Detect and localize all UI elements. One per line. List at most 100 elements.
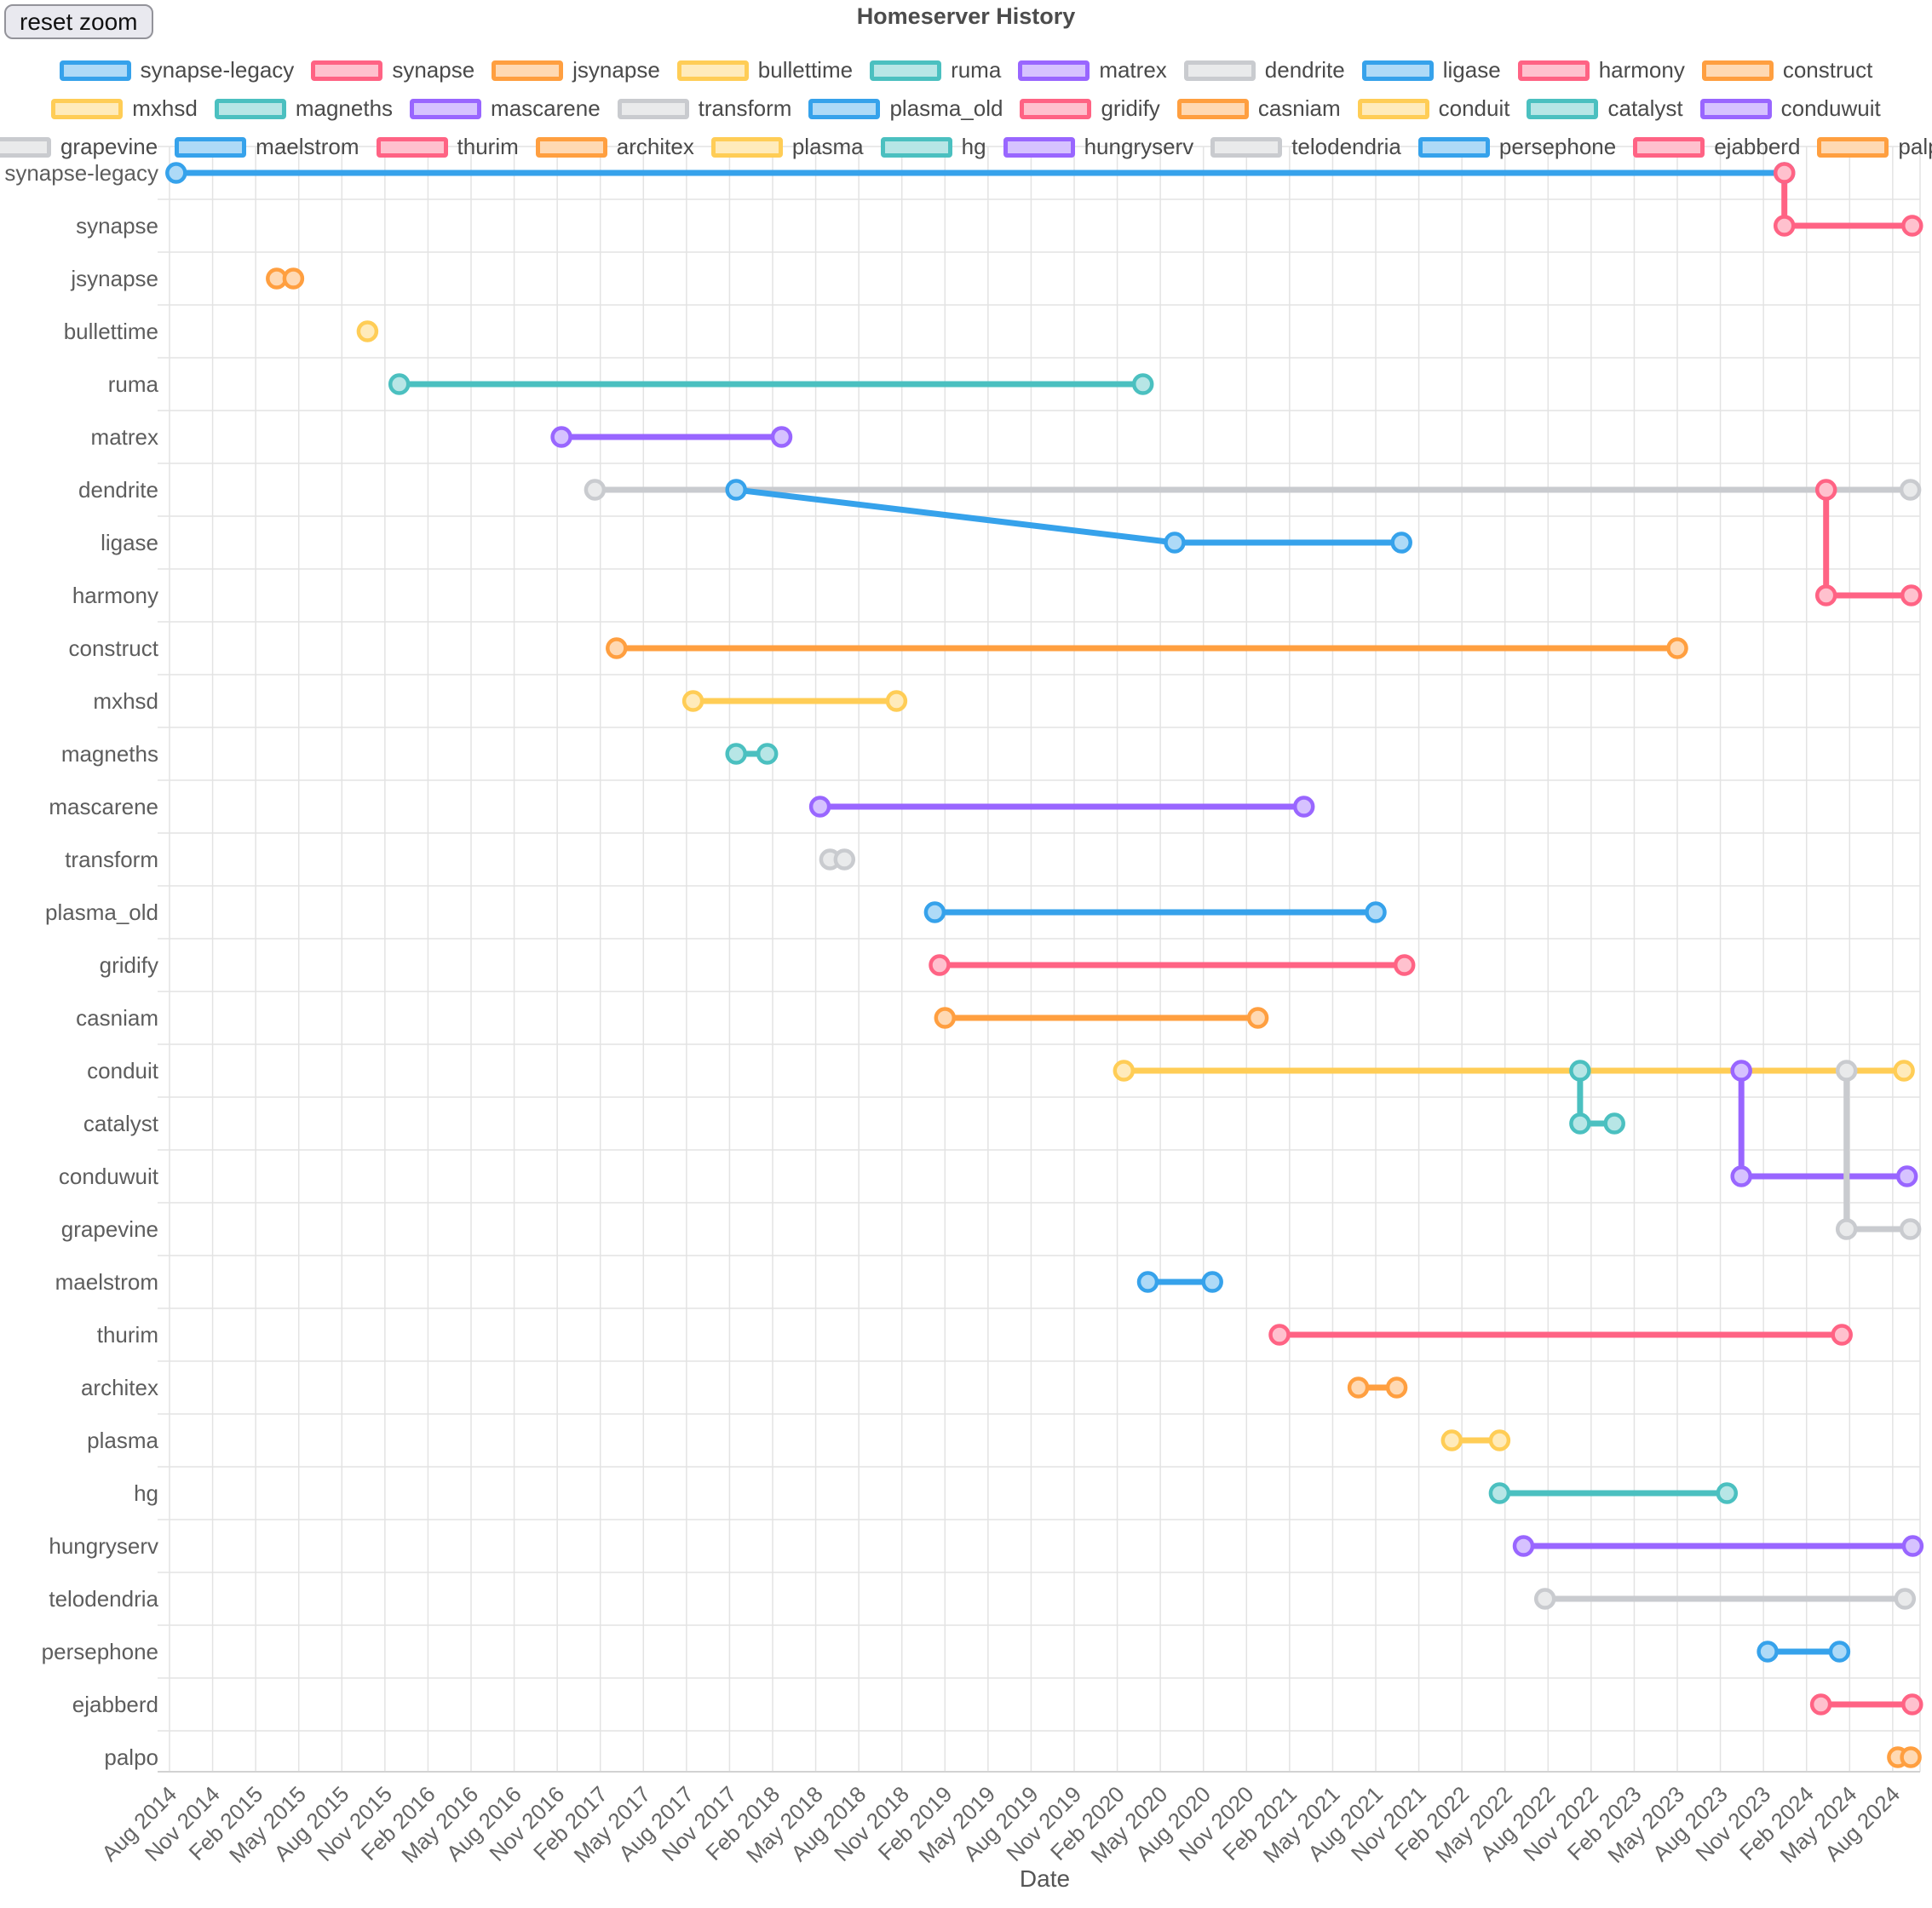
legend-item-catalyst[interactable]: catalyst <box>1527 95 1683 122</box>
point-synapse-legacy-0[interactable] <box>165 162 187 184</box>
point-catalyst-2[interactable] <box>1603 1112 1625 1135</box>
legend-item-architex[interactable]: architex <box>535 134 694 160</box>
point-casniam-1[interactable] <box>1246 1007 1269 1029</box>
point-jsynapse-1[interactable] <box>282 267 305 290</box>
point-matrex-1[interactable] <box>770 426 793 448</box>
point-persephone-1[interactable] <box>1828 1641 1851 1663</box>
point-harmony-0[interactable] <box>1814 479 1837 501</box>
legend-item-gridify[interactable]: gridify <box>1020 95 1160 122</box>
point-conduit-0[interactable] <box>1113 1060 1136 1082</box>
point-magneths-1[interactable] <box>756 743 779 765</box>
point-mxhsd-1[interactable] <box>885 690 908 712</box>
legend-item-hungryserv[interactable]: hungryserv <box>1003 134 1193 160</box>
legend-item-transform[interactable]: transform <box>617 95 791 122</box>
legend-item-persephone[interactable]: persephone <box>1417 134 1616 160</box>
point-magneths-0[interactable] <box>725 743 747 765</box>
point-plasma-1[interactable] <box>1488 1429 1511 1451</box>
legend-item-synapse[interactable]: synapse <box>311 57 474 83</box>
point-casniam-0[interactable] <box>934 1007 957 1029</box>
legend-swatch-thurim <box>376 136 448 158</box>
legend-item-construct[interactable]: construct <box>1701 57 1872 83</box>
legend-item-mxhsd[interactable]: mxhsd <box>51 95 198 122</box>
legend-item-maelstrom[interactable]: maelstrom <box>175 134 359 160</box>
point-matrex-0[interactable] <box>550 426 572 448</box>
point-harmony-2[interactable] <box>1900 584 1923 606</box>
legend-item-hg[interactable]: hg <box>880 134 986 160</box>
legend-label-catalyst: catalyst <box>1607 95 1683 121</box>
point-telodendria-0[interactable] <box>1533 1588 1556 1610</box>
point-hg-0[interactable] <box>1488 1482 1511 1504</box>
point-conduit-1[interactable] <box>1893 1060 1915 1082</box>
point-ejabberd-1[interactable] <box>1901 1693 1923 1715</box>
point-ruma-1[interactable] <box>1131 373 1154 395</box>
point-bullettime-0[interactable] <box>356 320 379 342</box>
legend-item-conduit[interactable]: conduit <box>1357 95 1509 122</box>
legend-label-telodendria: telodendria <box>1291 134 1401 159</box>
legend-item-ejabberd[interactable]: ejabberd <box>1633 134 1800 160</box>
legend-item-ruma[interactable]: ruma <box>870 57 1001 83</box>
point-catalyst-1[interactable] <box>1569 1112 1591 1135</box>
point-harmony-1[interactable] <box>1814 584 1837 606</box>
legend-item-casniam[interactable]: casniam <box>1176 95 1341 122</box>
legend-item-magneths[interactable]: magneths <box>214 95 393 122</box>
legend-item-thurim[interactable]: thurim <box>376 134 519 160</box>
legend-item-grapevine[interactable]: grapevine <box>0 134 158 160</box>
point-hungryserv-1[interactable] <box>1901 1535 1924 1557</box>
legend-item-plasma_old[interactable]: plasma_old <box>808 95 1003 122</box>
point-mascarene-1[interactable] <box>1292 796 1315 818</box>
point-gridify-0[interactable] <box>929 954 951 976</box>
point-ligase-2[interactable] <box>1390 532 1412 554</box>
legend-item-plasma[interactable]: plasma <box>710 134 864 160</box>
point-construct-1[interactable] <box>1666 637 1688 659</box>
point-catalyst-0[interactable] <box>1569 1060 1591 1082</box>
legend-item-bullettime[interactable]: bullettime <box>676 57 853 83</box>
reset-zoom-button[interactable]: reset zoom <box>4 4 153 39</box>
point-thurim-1[interactable] <box>1831 1324 1853 1346</box>
legend-item-telodendria[interactable]: telodendria <box>1210 134 1401 160</box>
legend-label-ejabberd: ejabberd <box>1714 134 1801 159</box>
point-ejabberd-0[interactable] <box>1809 1693 1832 1715</box>
point-ligase-1[interactable] <box>1164 532 1186 554</box>
point-architex-0[interactable] <box>1347 1376 1370 1399</box>
legend-item-matrex[interactable]: matrex <box>1018 57 1167 83</box>
point-synapse-1[interactable] <box>1773 215 1796 237</box>
legend-item-conduwuit[interactable]: conduwuit <box>1699 95 1881 122</box>
point-maelstrom-0[interactable] <box>1136 1271 1159 1293</box>
point-plasma_old-1[interactable] <box>1365 901 1387 923</box>
legend-item-synapse-legacy[interactable]: synapse-legacy <box>59 57 294 83</box>
legend-item-mascarene[interactable]: mascarene <box>410 95 601 122</box>
point-plasma_old-0[interactable] <box>923 901 946 923</box>
point-mxhsd-0[interactable] <box>681 690 704 712</box>
y-axis-label-architex: architex <box>81 1375 158 1400</box>
legend-item-dendrite[interactable]: dendrite <box>1183 57 1345 83</box>
point-synapse-2[interactable] <box>1901 215 1923 237</box>
legend-item-ligase[interactable]: ligase <box>1361 57 1501 83</box>
point-gridify-1[interactable] <box>1393 954 1416 976</box>
point-conduwuit-2[interactable] <box>1895 1165 1918 1187</box>
point-thurim-0[interactable] <box>1268 1324 1291 1346</box>
point-dendrite-0[interactable] <box>584 479 607 501</box>
point-telodendria-1[interactable] <box>1894 1588 1917 1610</box>
point-palpo-1[interactable] <box>1900 1746 1922 1768</box>
point-conduwuit-1[interactable] <box>1730 1165 1752 1187</box>
point-grapevine-1[interactable] <box>1835 1218 1858 1240</box>
point-grapevine-2[interactable] <box>1899 1218 1922 1240</box>
point-hg-1[interactable] <box>1716 1482 1739 1504</box>
point-construct-0[interactable] <box>606 637 628 659</box>
point-dendrite-1[interactable] <box>1899 479 1922 501</box>
point-maelstrom-1[interactable] <box>1201 1271 1223 1293</box>
point-persephone-0[interactable] <box>1757 1641 1779 1663</box>
legend-item-palpo[interactable]: palpo <box>1817 134 1932 160</box>
legend-item-jsynapse[interactable]: jsynapse <box>492 57 660 83</box>
point-architex-1[interactable] <box>1385 1376 1408 1399</box>
point-grapevine-0[interactable] <box>1835 1060 1858 1082</box>
point-hungryserv-0[interactable] <box>1512 1535 1535 1557</box>
point-ligase-0[interactable] <box>725 479 747 501</box>
point-ruma-0[interactable] <box>388 373 411 395</box>
point-synapse-0[interactable] <box>1773 162 1796 184</box>
point-mascarene-0[interactable] <box>808 796 831 818</box>
point-conduwuit-0[interactable] <box>1730 1060 1752 1082</box>
point-plasma-0[interactable] <box>1440 1429 1463 1451</box>
legend-item-harmony[interactable]: harmony <box>1517 57 1685 83</box>
point-transform-1[interactable] <box>833 848 856 871</box>
